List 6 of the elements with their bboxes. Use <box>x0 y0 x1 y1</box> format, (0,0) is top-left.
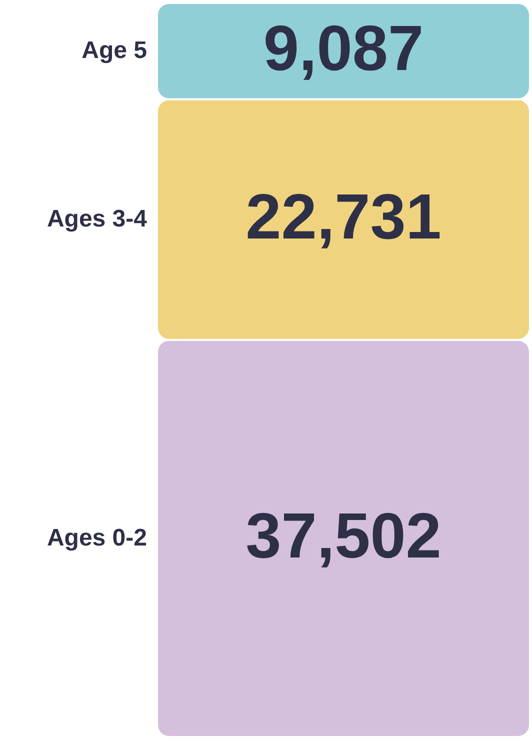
series-label: Age 5 <box>82 37 147 64</box>
data-label: 9,087 <box>263 12 424 84</box>
data-label: 22,731 <box>246 180 442 253</box>
series-label: Ages 3-4 <box>46 206 148 233</box>
series-label: Ages 0-2 <box>46 524 147 552</box>
data-label: 37,502 <box>246 499 442 572</box>
